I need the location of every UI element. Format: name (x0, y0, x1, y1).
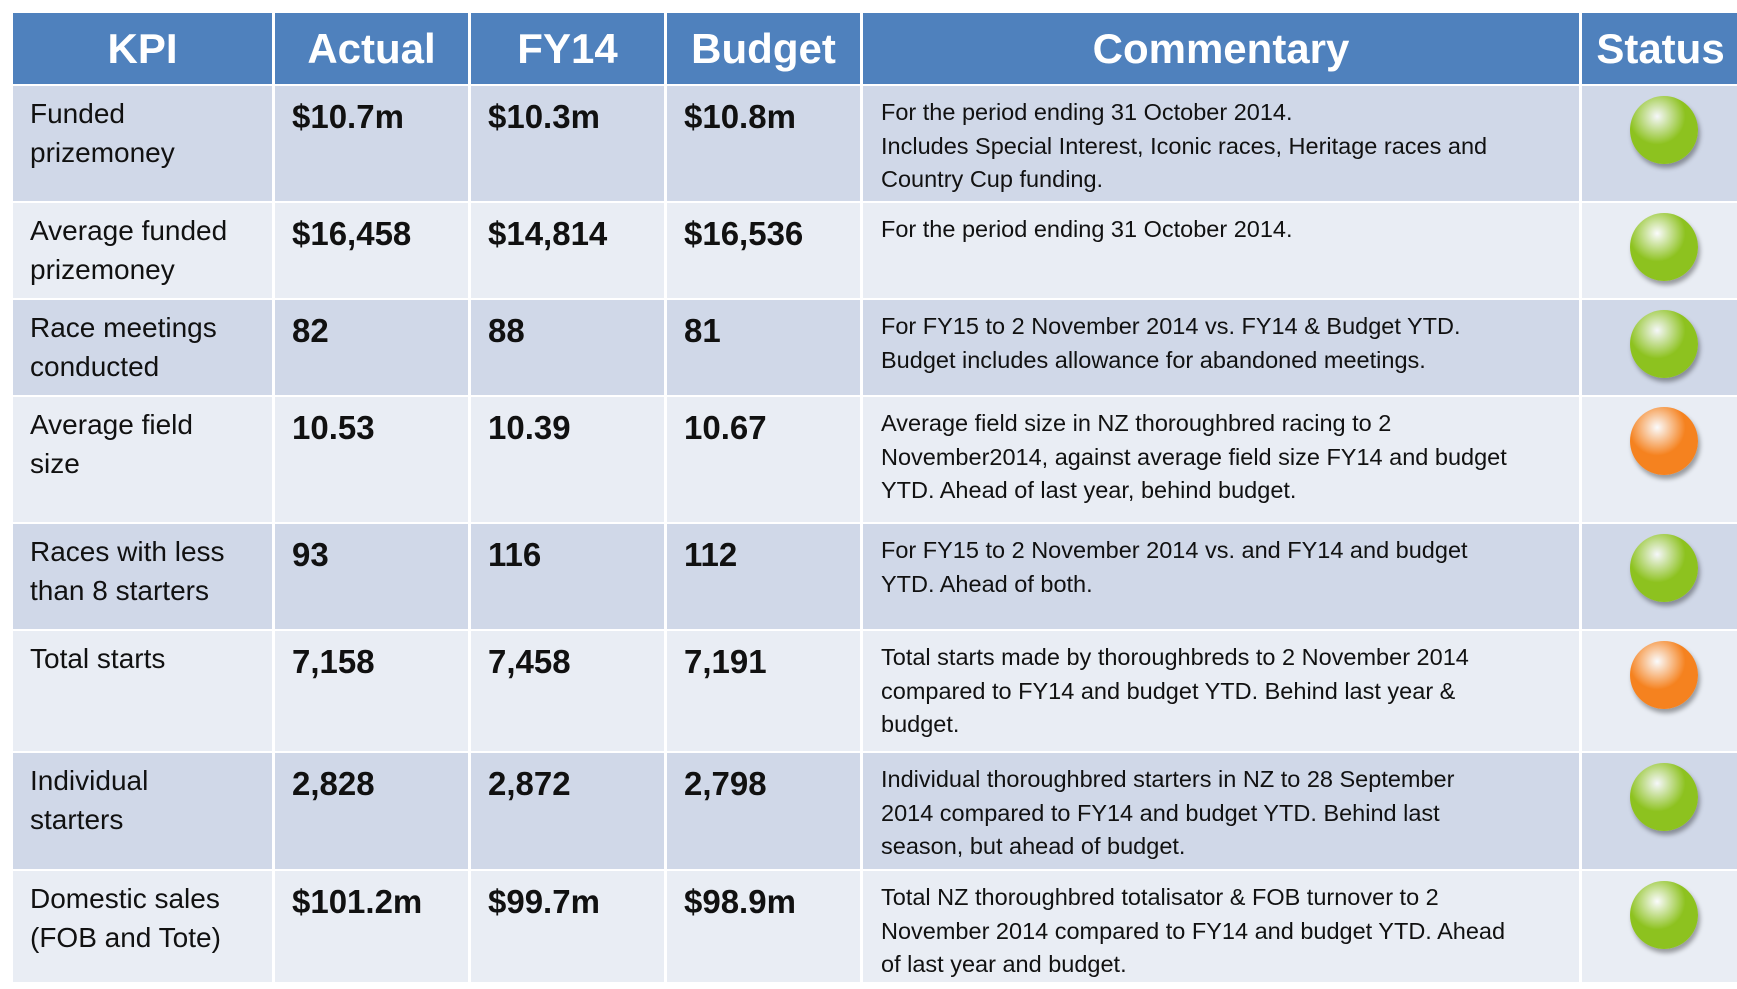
commentary-cell: For FY15 to 2 November 2014 vs. and FY14… (863, 524, 1579, 629)
kpi-cell: Average field size (13, 397, 272, 522)
value-cell: 82 (275, 300, 468, 395)
value-cell: $10.3m (471, 86, 664, 201)
status-cell (1582, 871, 1737, 982)
kpi-cell: Races with less than 8 starters (13, 524, 272, 629)
header-cell: Status (1582, 13, 1737, 84)
value-cell: $14,814 (471, 203, 664, 298)
commentary-cell: For FY15 to 2 November 2014 vs. FY14 & B… (863, 300, 1579, 395)
value-cell: 10.67 (667, 397, 860, 522)
value-cell: $16,458 (275, 203, 468, 298)
status-indicator (1630, 641, 1698, 709)
commentary-cell: For the period ending 31 October 2014. I… (863, 86, 1579, 201)
status-indicator (1630, 213, 1698, 281)
kpi-cell: Average funded prizemoney (13, 203, 272, 298)
kpi-cell: Race meetings conducted (13, 300, 272, 395)
value-cell: 10.53 (275, 397, 468, 522)
header-cell: FY14 (471, 13, 664, 84)
kpi-table: KPI Actual FY14 Budget Commentary Status Funde… (13, 13, 1737, 982)
header-cell: Actual (275, 13, 468, 84)
status-indicator (1630, 881, 1698, 949)
status-cell (1582, 300, 1737, 395)
status-indicator (1630, 763, 1698, 831)
commentary-cell: For the period ending 31 October 2014. (863, 203, 1579, 298)
value-cell: 2,872 (471, 753, 664, 869)
value-cell: 81 (667, 300, 860, 395)
status-cell (1582, 397, 1737, 522)
value-cell: 10.39 (471, 397, 664, 522)
value-cell: 88 (471, 300, 664, 395)
status-cell (1582, 86, 1737, 201)
value-cell: $99.7m (471, 871, 664, 982)
value-cell: 2,828 (275, 753, 468, 869)
commentary-cell: Total NZ thoroughbred totalisator & FOB … (863, 871, 1579, 982)
value-cell: $10.7m (275, 86, 468, 201)
commentary-cell: Individual thoroughbred starters in NZ t… (863, 753, 1579, 869)
value-cell: 2,798 (667, 753, 860, 869)
commentary-cell: Total starts made by thoroughbreds to 2 … (863, 631, 1579, 751)
kpi-cell: Individual starters (13, 753, 272, 869)
value-cell: $10.8m (667, 86, 860, 201)
value-cell: 93 (275, 524, 468, 629)
status-indicator (1630, 96, 1698, 164)
commentary-cell: Average field size in NZ thoroughbred ra… (863, 397, 1579, 522)
status-cell (1582, 631, 1737, 751)
status-cell (1582, 203, 1737, 298)
value-cell: 112 (667, 524, 860, 629)
header-cell: KPI (13, 13, 272, 84)
value-cell: $98.9m (667, 871, 860, 982)
kpi-cell: Funded prizemoney (13, 86, 272, 201)
value-cell: $101.2m (275, 871, 468, 982)
value-cell: 7,158 (275, 631, 468, 751)
status-cell (1582, 524, 1737, 629)
value-cell: 7,191 (667, 631, 860, 751)
status-indicator (1630, 534, 1698, 602)
status-indicator (1630, 310, 1698, 378)
status-indicator (1630, 407, 1698, 475)
status-cell (1582, 753, 1737, 869)
value-cell: $16,536 (667, 203, 860, 298)
header-cell: Commentary (863, 13, 1579, 84)
value-cell: 7,458 (471, 631, 664, 751)
value-cell: 116 (471, 524, 664, 629)
kpi-cell: Domestic sales (FOB and Tote) (13, 871, 272, 982)
header-cell: Budget (667, 13, 860, 84)
kpi-cell: Total starts (13, 631, 272, 751)
